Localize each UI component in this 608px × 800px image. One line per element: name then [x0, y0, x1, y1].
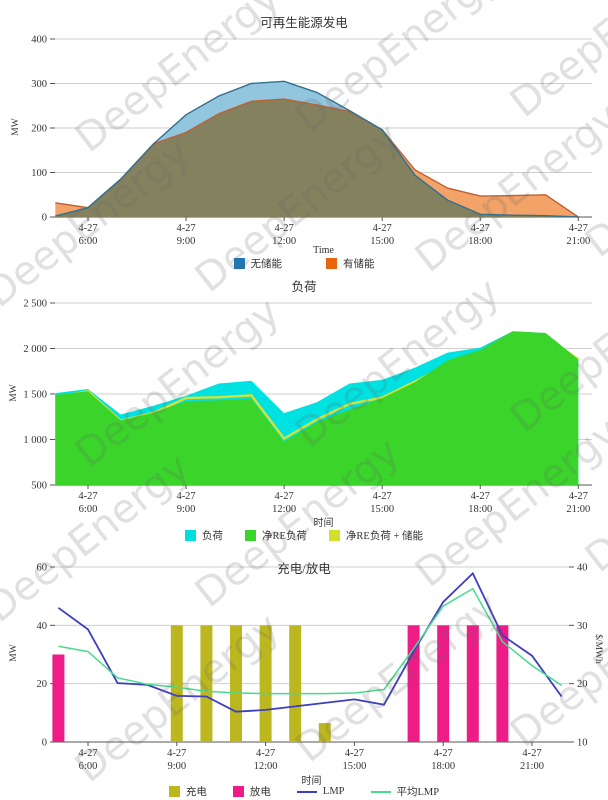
- with-storage-swatch-icon: [326, 258, 337, 269]
- no-storage-swatch-icon: [233, 258, 245, 269]
- svg-text:4-27: 4-27: [569, 491, 588, 502]
- svg-text:15:00: 15:00: [370, 236, 394, 247]
- legend-label-net-re-load: 净RE负荷: [261, 531, 307, 542]
- legend-label-lmp: LMP: [322, 786, 345, 797]
- svg-text:10: 10: [577, 738, 588, 749]
- legend-label-no-storage: 无储能: [250, 259, 283, 270]
- svg-text:12:00: 12:00: [272, 504, 296, 515]
- svg-text:40: 40: [37, 621, 48, 632]
- svg-text:21:00: 21:00: [566, 504, 590, 515]
- legend-item-lmp: LMP: [296, 786, 345, 797]
- svg-text:4-27: 4-27: [78, 748, 97, 759]
- svg-text:9:00: 9:00: [177, 504, 196, 515]
- chart2-title: 负荷: [291, 280, 317, 294]
- svg-text:1 500: 1 500: [23, 390, 47, 401]
- svg-text:21:00: 21:00: [566, 236, 590, 247]
- svg-text:100: 100: [31, 168, 47, 179]
- svg-text:12:00: 12:00: [254, 761, 278, 772]
- discharge-swatch-icon: [232, 786, 244, 797]
- svg-text:9:00: 9:00: [177, 236, 196, 247]
- svg-text:4-27: 4-27: [569, 223, 588, 234]
- avg-lmp-line-swatch-icon: [370, 790, 391, 793]
- svg-text:6:00: 6:00: [79, 504, 98, 515]
- svg-text:9:00: 9:00: [167, 761, 186, 772]
- legend-item-discharge: 放电: [232, 784, 271, 799]
- svg-text:4-27: 4-27: [78, 223, 97, 234]
- charge-swatch-icon: [168, 786, 180, 797]
- chart1-legend: 无储能 有储能: [0, 256, 608, 271]
- chart1-ylabel: MW: [11, 118, 21, 136]
- svg-text:4-27: 4-27: [167, 748, 186, 759]
- svg-text:2 500: 2 500: [23, 299, 47, 310]
- svg-text:30: 30: [577, 621, 588, 632]
- legend-label-load: 负荷: [201, 531, 223, 542]
- legend-item-net-re-load-storage: 净RE负荷 + 储能: [328, 528, 423, 543]
- legend-item-with-storage: 有储能: [326, 256, 375, 271]
- svg-text:40: 40: [577, 563, 588, 574]
- svg-text:20: 20: [37, 679, 48, 690]
- svg-text:4-27: 4-27: [176, 223, 195, 234]
- chart2-ylabel: MW: [9, 384, 19, 402]
- legend-label-avg-lmp: 平均LMP: [396, 787, 440, 798]
- svg-text:4-27: 4-27: [434, 748, 453, 759]
- legend-item-load: 负荷: [184, 528, 223, 543]
- chart2-legend: 负荷 净RE负荷 净RE负荷 + 储能: [0, 528, 608, 543]
- legend-label-discharge: 放电: [249, 787, 271, 798]
- svg-text:18:00: 18:00: [431, 761, 455, 772]
- legend-label-with-storage: 有储能: [343, 259, 375, 270]
- svg-text:500: 500: [31, 481, 47, 492]
- svg-text:60: 60: [37, 563, 48, 574]
- svg-text:4-27: 4-27: [471, 223, 490, 234]
- svg-text:4-27: 4-27: [256, 748, 275, 759]
- legend-item-no-storage: 无储能: [233, 256, 283, 271]
- svg-text:20: 20: [577, 679, 588, 690]
- svg-text:6:00: 6:00: [79, 761, 98, 772]
- svg-text:400: 400: [31, 35, 47, 46]
- svg-text:15:00: 15:00: [370, 504, 394, 515]
- svg-text:0: 0: [42, 213, 47, 224]
- svg-text:4-27: 4-27: [522, 748, 541, 759]
- svg-text:4-27: 4-27: [471, 491, 490, 502]
- svg-text:200: 200: [31, 124, 47, 135]
- chart2-xlabel: 时间: [313, 518, 334, 529]
- svg-text:4-27: 4-27: [78, 491, 97, 502]
- lmp-line-swatch-icon: [296, 790, 317, 793]
- svg-text:4-27: 4-27: [373, 223, 392, 234]
- svg-text:21:00: 21:00: [520, 761, 544, 772]
- chart3-xlabel: 时间: [301, 776, 322, 787]
- svg-text:4-27: 4-27: [373, 491, 392, 502]
- svg-text:0: 0: [42, 738, 47, 749]
- svg-text:1 000: 1 000: [23, 435, 47, 446]
- legend-item-net-re-load: 净RE负荷: [244, 528, 307, 543]
- chart3-left-ylabel: MW: [9, 644, 19, 662]
- svg-text:15:00: 15:00: [342, 761, 366, 772]
- chart1-title: 可再生能源发电: [260, 16, 348, 30]
- svg-text:18:00: 18:00: [468, 504, 492, 515]
- chart3-title: 充电/放电: [277, 562, 331, 576]
- chart3-right-ylabel: $/MWh: [593, 634, 603, 664]
- svg-text:4-27: 4-27: [345, 748, 364, 759]
- legend-label-charge: 充电: [185, 787, 207, 798]
- svg-text:12:00: 12:00: [272, 236, 296, 247]
- svg-text:4-27: 4-27: [176, 491, 195, 502]
- legend-item-avg-lmp: 平均LMP: [370, 784, 440, 799]
- net-re-load-storage-swatch-icon: [328, 530, 340, 541]
- svg-text:4-27: 4-27: [275, 491, 294, 502]
- chart1-xlabel: Time: [313, 245, 334, 256]
- svg-text:18:00: 18:00: [468, 236, 492, 247]
- svg-text:2 000: 2 000: [23, 344, 47, 355]
- legend-item-charge: 充电: [168, 784, 207, 799]
- svg-text:6:00: 6:00: [79, 236, 98, 247]
- load-swatch-icon: [184, 530, 196, 541]
- svg-text:300: 300: [31, 79, 47, 90]
- chart3-legend: 充电 放电 LMP 平均LMP: [0, 784, 608, 799]
- legend-label-net-re-load-storage: 净RE负荷 + 储能: [345, 531, 423, 542]
- svg-text:4-27: 4-27: [275, 223, 294, 234]
- net-re-load-swatch-icon: [244, 530, 256, 541]
